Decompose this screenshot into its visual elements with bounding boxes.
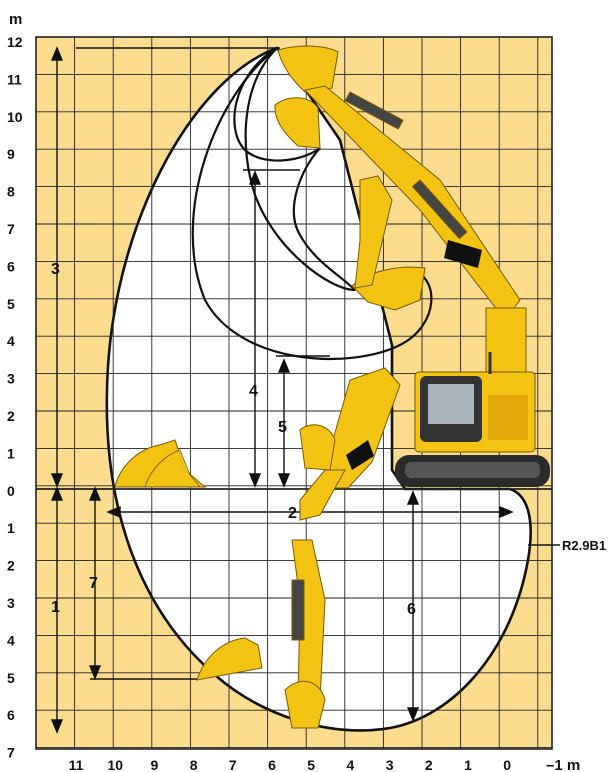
drawing-code: R2.9B1: [562, 538, 606, 553]
chart-frame: [35, 36, 553, 750]
x-axis-tick-label: 2: [425, 757, 433, 772]
x-axis-tick-label: 3: [386, 757, 394, 772]
unit-label-bottom: –1 m: [546, 757, 580, 772]
y-axis-tick-label: 11: [7, 71, 22, 87]
dimension-marker-3: 3: [51, 261, 60, 278]
x-axis-tick-label: 8: [190, 757, 198, 772]
y-axis-tick-label: 12: [7, 34, 23, 50]
dimension-marker-6: 6: [407, 601, 416, 618]
y-axis-tick-label: 4: [7, 632, 15, 648]
inner-loop-small: [233, 47, 321, 162]
x-axis-tick-label: 11: [69, 757, 84, 772]
y-axis-tick-label: 9: [7, 146, 15, 162]
y-axis-tick-label: 3: [7, 371, 15, 387]
x-axis-labels: 11 10 9 8 7 6 5 4 3 2 1 0: [69, 757, 512, 772]
y-axis-tick-label: 10: [7, 109, 23, 125]
excavator-body: [395, 352, 550, 487]
working-envelope: [105, 46, 532, 732]
cat-logo-lower: [346, 440, 374, 470]
x-axis-tick-label: 10: [107, 757, 123, 772]
y-axis-tick-label: 3: [7, 595, 15, 611]
bucket-ground-left: [114, 439, 207, 488]
dimension-marker-1: 1: [51, 599, 60, 616]
x-axis-tick-label: 4: [347, 757, 355, 772]
y-axis-tick-label: 1: [7, 445, 15, 461]
y-axis-tick-label: 5: [7, 670, 15, 686]
dimension-marker-7: 7: [89, 575, 98, 592]
x-axis-tick-label: 1: [464, 757, 472, 772]
y-axis-tick-label: 1: [7, 520, 15, 536]
y-axis-tick-label: 8: [7, 184, 15, 200]
y-axis-tick-label: 6: [7, 258, 15, 274]
y-axis-tick-label: 2: [7, 558, 15, 574]
y-axis-tick-label: 7: [7, 745, 15, 761]
y-axis-tick-label: 5: [7, 296, 15, 312]
bucket-lower-left: [196, 637, 263, 681]
dimension-marker-4: 4: [249, 383, 258, 400]
y-axis-tick-label: 0: [7, 483, 15, 499]
dimension-marker-2: 2: [288, 505, 297, 522]
y-axis-tick-label: 4: [7, 333, 15, 349]
x-axis-tick-label: 6: [268, 757, 276, 772]
dimension-marker-5: 5: [278, 419, 287, 436]
dimension-lines: [50, 46, 560, 734]
y-axis-tick-label: 7: [7, 221, 15, 237]
x-axis-tick-label: 9: [151, 757, 159, 772]
x-axis-tick-label: 0: [503, 757, 511, 772]
unit-label-top: m: [9, 11, 22, 28]
inner-hook: [292, 147, 356, 291]
cat-logo-upper: [444, 240, 482, 268]
y-axis-tick-label: 2: [7, 408, 15, 424]
y-axis-tick-label: 6: [7, 707, 15, 723]
x-axis-tick-label: 7: [229, 757, 237, 772]
boom-lower: [284, 367, 401, 729]
bucket-upper: [274, 45, 426, 311]
x-axis-tick-label: 5: [307, 757, 315, 772]
